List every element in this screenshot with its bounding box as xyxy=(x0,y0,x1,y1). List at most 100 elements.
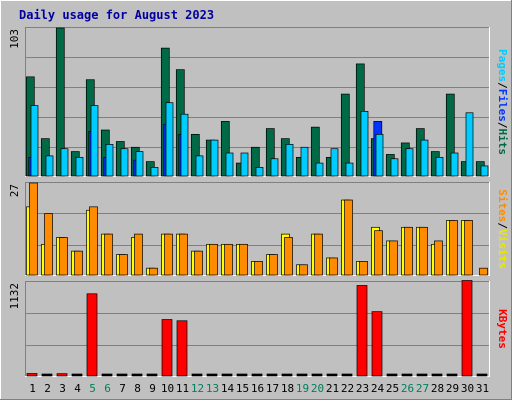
bar-kbytes-day-8 xyxy=(131,373,143,377)
panel-3-background xyxy=(25,281,490,377)
bar-kbytes-day-20 xyxy=(311,373,323,377)
bar-kbytes-day-16 xyxy=(251,373,263,377)
x-tick-label-day-15: 15 xyxy=(236,382,249,395)
legend-entry-pages: Pages xyxy=(496,49,509,82)
bar-kbytes-day-14 xyxy=(221,373,233,377)
bar-kbytes-day-9 xyxy=(146,373,158,377)
bar-pages-day-27 xyxy=(420,139,429,177)
x-tick-label-day-31: 31 xyxy=(476,382,489,395)
bar-pages-day-24 xyxy=(375,133,384,177)
bar-kbytes-day-19 xyxy=(296,373,308,377)
bar-sites-day-15 xyxy=(239,243,248,276)
bar-hits-day-16 xyxy=(250,146,260,177)
bar-sites-day-11 xyxy=(179,233,188,276)
bar-kbytes-day-3 xyxy=(56,373,68,377)
bar-sites-day-27 xyxy=(419,226,428,276)
bar-sites-day-3 xyxy=(59,237,68,276)
bar-sites-day-23 xyxy=(359,261,368,276)
bar-kbytes-day-7 xyxy=(116,373,128,377)
bar-sites-day-26 xyxy=(404,226,413,276)
bar-sites-day-4 xyxy=(74,250,83,276)
bar-pages-day-14 xyxy=(225,152,234,177)
bar-pages-day-6 xyxy=(105,144,114,177)
bar-sites-day-2 xyxy=(44,213,53,276)
x-tick-label-day-16: 16 xyxy=(251,382,264,395)
bar-pages-day-3 xyxy=(60,148,69,177)
x-tick-label-day-10: 10 xyxy=(161,382,174,395)
x-tick-label-day-21: 21 xyxy=(326,382,339,395)
bar-kbytes-day-24 xyxy=(371,311,383,377)
bar-kbytes-day-13 xyxy=(206,373,218,377)
bar-sites-day-12 xyxy=(194,250,203,276)
x-tick-label-day-30: 30 xyxy=(461,382,474,395)
x-tick-label-day-13: 13 xyxy=(206,382,219,395)
x-tick-label-day-20: 20 xyxy=(311,382,324,395)
bar-sites-day-7 xyxy=(119,254,128,276)
x-tick-label-day-28: 28 xyxy=(431,382,444,395)
x-tick-label-day-29: 29 xyxy=(446,382,459,395)
bar-kbytes-day-28 xyxy=(431,373,443,377)
panel-2-y-max-label: 27 xyxy=(8,184,21,197)
bar-kbytes-day-6 xyxy=(101,373,113,377)
bar-sites-day-24 xyxy=(374,230,383,276)
x-tick-label-day-27: 27 xyxy=(416,382,429,395)
x-tick-label-day-8: 8 xyxy=(134,382,141,395)
bar-kbytes-day-1 xyxy=(26,373,38,377)
bar-pages-day-21 xyxy=(330,148,339,177)
legend-entry-kbytes: KBytes xyxy=(496,309,509,349)
bar-kbytes-day-31 xyxy=(476,373,488,377)
bar-kbytes-day-10 xyxy=(161,319,173,377)
bar-pages-day-1 xyxy=(30,105,39,177)
bar-sites-day-9 xyxy=(149,267,158,276)
legend-entry-files: Files xyxy=(496,89,509,122)
bar-sites-day-29 xyxy=(449,220,458,276)
bar-pages-day-26 xyxy=(405,148,414,177)
x-axis-labels: 1 2 3 4 5 6 7 8 9 10 11 12 13 14 15 16 17 18 19 20 21 22 23 24 2… xyxy=(29,382,489,395)
legend-entry-slash: / xyxy=(496,222,509,229)
bar-hits-day-20 xyxy=(310,126,320,177)
bar-kbytes-day-12 xyxy=(191,373,203,377)
legend-entry-hits: Hits xyxy=(496,129,509,156)
x-tick-label-day-11: 11 xyxy=(176,382,189,395)
bar-hits-day-17 xyxy=(265,128,275,177)
bar-pages-day-9 xyxy=(150,167,159,177)
bar-pages-day-11 xyxy=(180,113,189,177)
bar-sites-day-1 xyxy=(29,182,38,276)
bar-kbytes-day-17 xyxy=(266,373,278,377)
bar-pages-day-10 xyxy=(165,102,174,177)
bar-kbytes-day-15 xyxy=(236,373,248,377)
bar-pages-day-13 xyxy=(210,139,219,177)
bar-hits-day-22 xyxy=(340,93,350,177)
x-tick-label-day-14: 14 xyxy=(221,382,235,395)
bar-kbytes-day-2 xyxy=(41,373,53,377)
bar-pages-day-8 xyxy=(135,151,144,177)
bar-pages-day-31 xyxy=(480,165,489,177)
bar-pages-day-2 xyxy=(45,155,54,177)
bar-sites-day-14 xyxy=(224,243,233,276)
bar-sites-day-19 xyxy=(299,264,308,276)
bar-kbytes-day-30 xyxy=(461,280,473,377)
x-tick-label-day-22: 22 xyxy=(341,382,354,395)
bar-pages-day-29 xyxy=(450,152,459,177)
bar-pages-day-28 xyxy=(435,156,444,177)
bar-pages-day-25 xyxy=(390,158,399,177)
panel-3-y-max-label: 1132 xyxy=(8,283,21,310)
bar-hits-day-12 xyxy=(190,133,200,177)
x-tick-label-day-23: 23 xyxy=(356,382,369,395)
bar-kbytes-day-22 xyxy=(341,373,353,377)
x-tick-label-day-26: 26 xyxy=(401,382,414,395)
panel-2-legend: Sites/Visits xyxy=(496,189,509,269)
bar-sites-day-22 xyxy=(344,199,353,276)
bar-hits-day-14 xyxy=(220,121,230,177)
bar-kbytes-day-5 xyxy=(86,293,98,377)
x-tick-label-day-4: 4 xyxy=(74,382,81,395)
x-tick-label-day-12: 12 xyxy=(191,382,204,395)
x-tick-label-day-2: 2 xyxy=(44,382,51,395)
chart-title: Daily usage for August 2023 xyxy=(19,8,214,22)
x-tick-label-day-25: 25 xyxy=(386,382,399,395)
x-tick-label-day-1: 1 xyxy=(29,382,36,395)
bar-kbytes-day-11 xyxy=(176,320,188,377)
bar-kbytes-day-18 xyxy=(281,373,293,377)
